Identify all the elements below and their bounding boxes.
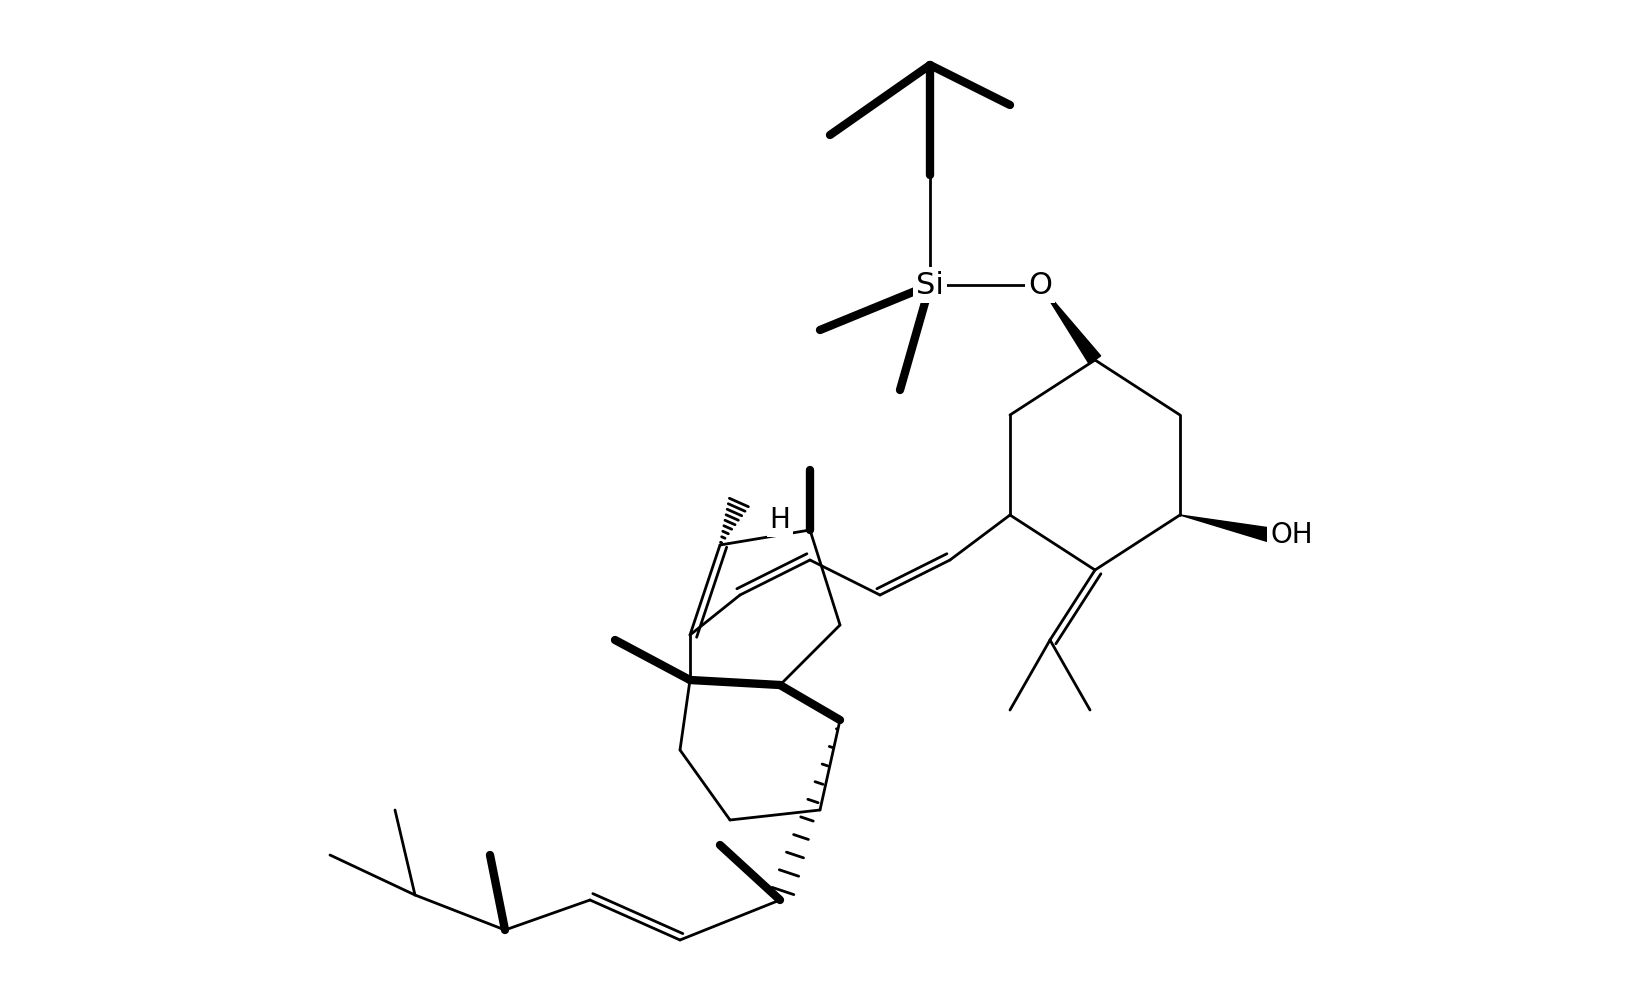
Text: OH: OH [1270,521,1313,549]
Polygon shape [1180,515,1272,541]
Polygon shape [1041,285,1100,365]
Text: H: H [770,506,790,534]
Text: Si: Si [917,271,943,299]
Text: O: O [1028,271,1052,299]
